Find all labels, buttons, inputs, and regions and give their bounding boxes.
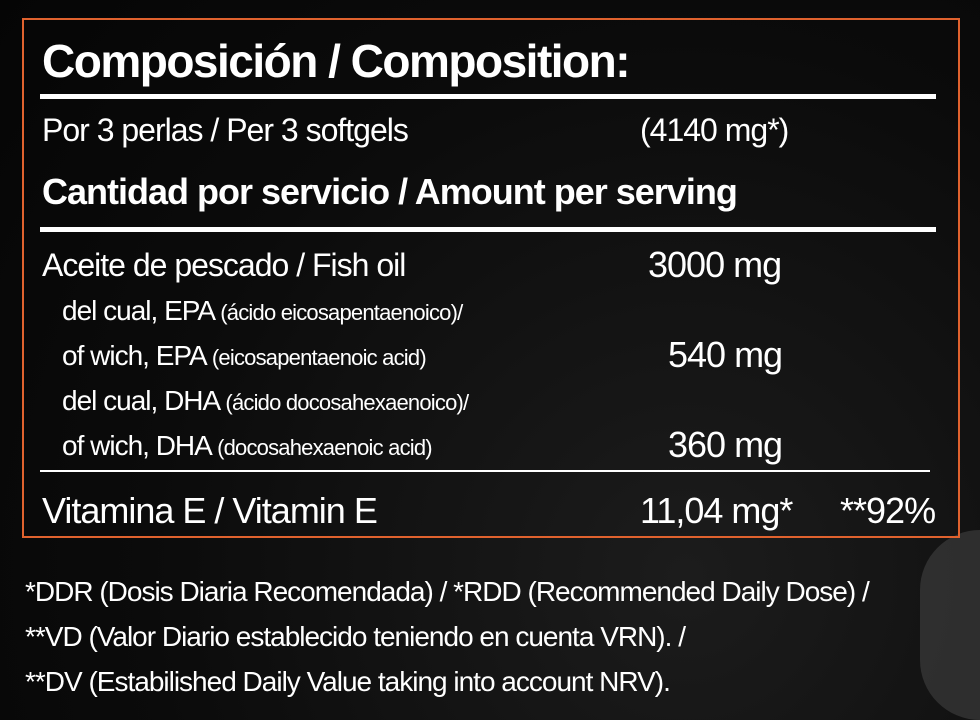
footnote-dv: **DV (Estabilished Daily Value taking in… xyxy=(25,666,671,697)
vitamin-e-label: Vitamina E / Vitamin E xyxy=(42,490,378,531)
dha-line-es: del cual, DHA (ácido docosahexaenoico)/ xyxy=(62,385,469,416)
epa-value: 540 mg xyxy=(668,334,783,375)
vitamin-divider xyxy=(40,470,930,472)
vitamin-e-daily-value: **92% xyxy=(840,490,936,531)
amount-header: Cantidad por servicio / Amount per servi… xyxy=(42,171,738,212)
composition-panel xyxy=(22,18,960,538)
dha-main-en: of wich, DHA xyxy=(62,430,211,461)
dha-value: 360 mg xyxy=(668,424,783,465)
serving-label: Por 3 perlas / Per 3 softgels xyxy=(42,112,409,148)
epa-main-en: of wich, EPA xyxy=(62,340,206,371)
dha-main-es: del cual, DHA xyxy=(62,385,220,416)
header-divider xyxy=(40,227,936,232)
footnote-vd: **VD (Valor Diario establecido teniendo … xyxy=(25,621,686,652)
dha-detail-es: (ácido docosahexaenoico)/ xyxy=(225,390,469,415)
background-decoration xyxy=(920,530,980,720)
fish-oil-value: 3000 mg xyxy=(648,244,782,285)
epa-detail-es: (ácido eicosapentaenoico)/ xyxy=(220,300,463,325)
epa-main-es: del cual, EPA xyxy=(62,295,214,326)
serving-weight: (4140 mg*) xyxy=(640,112,789,148)
vitamin-e-value: 11,04 mg* xyxy=(640,490,793,531)
dha-line-en: of wich, DHA (docosahexaenoic acid) xyxy=(62,430,433,461)
epa-line-es: del cual, EPA (ácido eicosapentaenoico)/ xyxy=(62,295,463,326)
composition-title: Composición / Composition: xyxy=(42,35,631,87)
epa-line-en: of wich, EPA (eicosapentaenoic acid) xyxy=(62,340,427,371)
title-divider xyxy=(40,94,936,99)
footnote-rdd: *DDR (Dosis Diaria Recomendada) / *RDD (… xyxy=(25,576,870,607)
fish-oil-label: Aceite de pescado / Fish oil xyxy=(42,247,406,283)
dha-detail-en: (docosahexaenoic acid) xyxy=(217,435,433,460)
epa-detail-en: (eicosapentaenoic acid) xyxy=(211,345,427,370)
